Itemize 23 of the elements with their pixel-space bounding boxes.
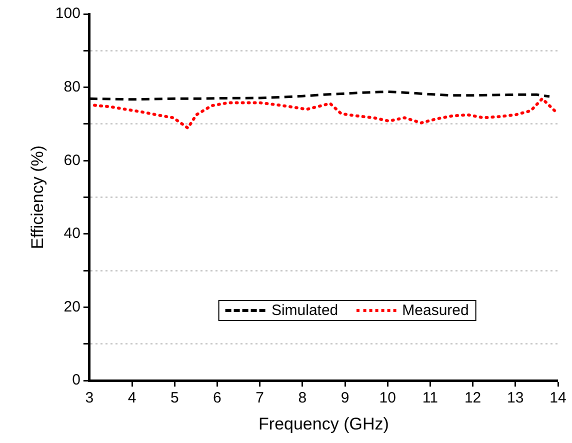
y-tick-label: 60 <box>64 152 80 169</box>
x-tick-label: 5 <box>170 390 179 407</box>
x-tick-label: 10 <box>379 390 396 407</box>
x-tick-label: 7 <box>256 390 264 407</box>
legend-label: Measured <box>402 302 469 319</box>
y-tick-label: 20 <box>64 298 80 316</box>
x-tick-label: 14 <box>550 390 566 407</box>
x-tick-label: 13 <box>507 390 524 407</box>
y-tick-label: 40 <box>64 225 80 242</box>
x-tick-label: 4 <box>128 390 136 407</box>
y-axis-title: Efficiency (%) <box>28 145 47 250</box>
x-axis-title: Frequency (GHz) <box>258 414 389 434</box>
x-tick-label: 11 <box>422 390 438 407</box>
line-series <box>93 97 558 130</box>
x-tick-label: 9 <box>340 390 350 407</box>
x-tick-label: 12 <box>464 390 482 407</box>
y-tick-label: 0 <box>72 372 80 389</box>
legend-label: Simulated <box>271 302 338 319</box>
y-tick-label: 100 <box>55 5 80 22</box>
x-tick-label: 8 <box>298 390 307 407</box>
y-tick-label: 80 <box>64 78 80 96</box>
x-tick-label: 6 <box>213 390 222 407</box>
x-tick-label: 3 <box>85 390 94 407</box>
